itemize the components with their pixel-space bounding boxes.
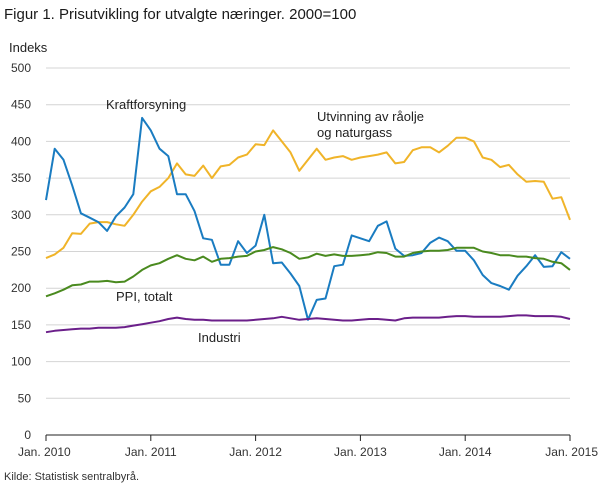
series-label-0: Kraftforsyning: [106, 97, 186, 112]
y-tick-label: 0: [24, 428, 31, 442]
series-label-3: Industri: [198, 330, 241, 345]
y-tick-label: 50: [18, 391, 32, 405]
x-tick-label: Jan. 2014: [439, 445, 492, 459]
x-tick-label: Jan. 2010: [18, 445, 71, 459]
x-tick-label: Jan. 2011: [125, 445, 177, 459]
x-tick-label: Jan. 2015: [545, 445, 598, 459]
series-line-3: [45, 314, 571, 334]
series-lines: [45, 116, 571, 334]
series-label-1: Utvinning av råolje og naturgass: [317, 109, 424, 140]
y-axis-ticks: 0 50 100 150 200 250 300 350 400 450 500: [11, 61, 31, 442]
series-line-2: [45, 246, 571, 298]
gridlines: [46, 67, 570, 399]
y-tick-label: 350: [11, 171, 31, 185]
x-axis-ticks: Jan. 2010 Jan. 2011 Jan. 2012 Jan. 2013 Jan.…: [18, 445, 598, 459]
x-axis: [45, 434, 571, 441]
series-line-1: [45, 129, 571, 260]
y-tick-label: 450: [11, 98, 31, 112]
figure-title: Figur 1. Prisutvikling for utvalgte næri…: [4, 6, 357, 23]
series-label-2: PPI, totalt: [116, 289, 173, 304]
x-tick-label: Jan. 2013: [334, 445, 387, 459]
y-tick-label: 400: [11, 134, 31, 148]
source-note: Kilde: Statistisk sentralbyrå.: [4, 471, 140, 483]
x-tick-label: Jan. 2012: [229, 445, 282, 459]
y-axis-label: Indeks: [9, 40, 48, 55]
y-tick-label: 250: [11, 245, 31, 259]
y-tick-label: 100: [11, 355, 31, 369]
series-labels: Kraftforsyning Utvinning av råolje og natu…: [106, 97, 424, 345]
y-tick-label: 200: [11, 281, 31, 295]
y-tick-label: 150: [11, 318, 31, 332]
y-tick-label: 300: [11, 208, 31, 222]
y-tick-label: 500: [11, 61, 31, 75]
